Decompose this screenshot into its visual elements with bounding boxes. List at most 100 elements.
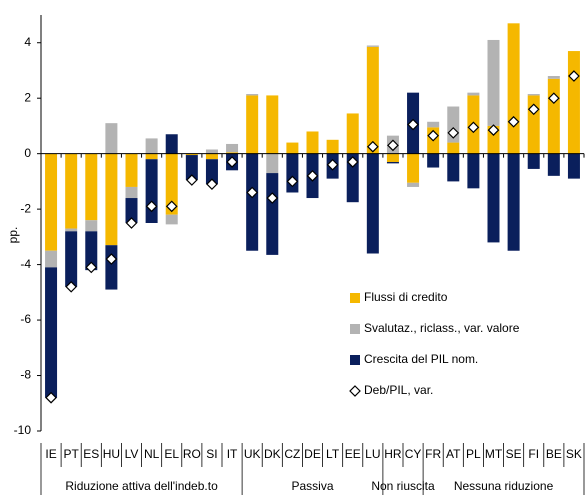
marker xyxy=(45,391,57,404)
y-tick-label: -2 xyxy=(20,201,31,215)
legend-label: Deb/PIL, var. xyxy=(364,383,433,397)
group-label: Riduzione attiva dell'indeb.to xyxy=(65,479,218,493)
bar-segment xyxy=(125,153,138,187)
marker xyxy=(206,178,218,191)
marker xyxy=(125,217,138,229)
bar-segment xyxy=(527,94,540,96)
legend-label: Flussi di credito xyxy=(364,290,448,304)
bar-segment xyxy=(85,153,98,221)
bar-segment xyxy=(366,153,379,254)
y-tick-label: 2 xyxy=(24,90,31,104)
bar-segment xyxy=(45,267,58,398)
x-tick-label: SI xyxy=(206,447,217,461)
marker xyxy=(185,174,198,186)
bar-segment xyxy=(205,149,218,154)
bar-segment xyxy=(467,153,480,189)
bar-segment xyxy=(105,123,118,154)
bar-segment xyxy=(326,139,339,154)
bar-segment xyxy=(447,142,460,154)
x-tick-label: HR xyxy=(384,447,402,461)
bar-segment xyxy=(427,121,440,128)
marker xyxy=(568,70,580,82)
bar-segment xyxy=(547,76,560,79)
bar-segment xyxy=(386,161,399,164)
bar-segment xyxy=(185,155,198,181)
x-tick-label: RO xyxy=(183,447,201,461)
marker xyxy=(427,129,440,142)
bar-segment xyxy=(246,94,259,96)
bar-segment xyxy=(246,153,259,251)
x-tick-label: BE xyxy=(546,447,562,461)
marker xyxy=(65,280,78,293)
marker xyxy=(246,186,259,199)
bar-segment xyxy=(306,131,319,154)
bar-segment xyxy=(547,78,560,154)
group-label: Non riuscita xyxy=(371,479,435,493)
bar-segment xyxy=(226,143,239,153)
bar-segment xyxy=(246,95,259,154)
bar-segment xyxy=(427,153,440,168)
x-tick-label: AT xyxy=(446,447,461,461)
y-tick-label: 0 xyxy=(24,146,31,160)
x-tick-label: CZ xyxy=(284,447,300,461)
bar-segment xyxy=(105,245,118,290)
bar-segment xyxy=(165,214,178,225)
bar-segment xyxy=(366,45,379,47)
bar-segment xyxy=(266,173,279,255)
x-tick-label: FI xyxy=(528,447,539,461)
bar-segment xyxy=(346,153,359,203)
bar-segment xyxy=(85,231,98,271)
x-tick-label: ES xyxy=(83,447,99,461)
marker xyxy=(447,127,460,139)
bar-segment xyxy=(65,153,78,229)
marker xyxy=(487,124,500,136)
bar-segment xyxy=(386,153,399,162)
x-tick-label: EL xyxy=(164,447,179,461)
legend-swatch xyxy=(350,324,360,334)
bar-segment xyxy=(65,228,78,232)
x-tick-label: DK xyxy=(264,447,281,461)
y-tick-label: -10 xyxy=(14,423,32,437)
x-tick-label: DE xyxy=(304,447,321,461)
group-label: Passiva xyxy=(291,479,333,493)
bar-segment xyxy=(145,159,158,223)
legend-label: Crescita del PIL nom. xyxy=(364,352,478,366)
x-tick-label: LU xyxy=(365,447,380,461)
bar-segment xyxy=(125,198,138,223)
bar-segment xyxy=(407,182,420,187)
marker xyxy=(165,200,178,213)
x-tick-label: UK xyxy=(244,447,261,461)
bar-segment xyxy=(567,51,580,154)
bar-segment xyxy=(487,153,500,243)
marker xyxy=(407,118,419,131)
marker xyxy=(507,115,520,128)
marker xyxy=(366,140,379,153)
bar-segment xyxy=(547,153,560,176)
bar-segment xyxy=(266,95,279,154)
marker xyxy=(326,158,339,171)
x-tick-label: LV xyxy=(125,447,139,461)
bar-segment xyxy=(487,39,500,126)
bar-segment xyxy=(205,153,218,160)
x-tick-label: PL xyxy=(466,447,481,461)
bar-segment xyxy=(266,153,279,174)
x-tick-label: LT xyxy=(326,447,340,461)
marker xyxy=(527,103,540,116)
x-tick-label: NL xyxy=(144,447,160,461)
bar-segment xyxy=(165,153,178,215)
x-tick-label: IE xyxy=(45,447,56,461)
x-tick-label: PT xyxy=(63,447,79,461)
bar-segment xyxy=(85,220,98,232)
marker xyxy=(226,156,238,168)
marker xyxy=(306,170,319,182)
bar-segment xyxy=(527,153,540,169)
marker xyxy=(346,156,359,168)
bar-segment xyxy=(125,186,138,199)
bar-segment xyxy=(507,153,520,251)
marker xyxy=(286,175,299,188)
bar-segment xyxy=(346,113,359,154)
bar-segment xyxy=(105,153,118,246)
x-tick-label: MT xyxy=(485,447,503,461)
bar-segment xyxy=(366,46,379,154)
